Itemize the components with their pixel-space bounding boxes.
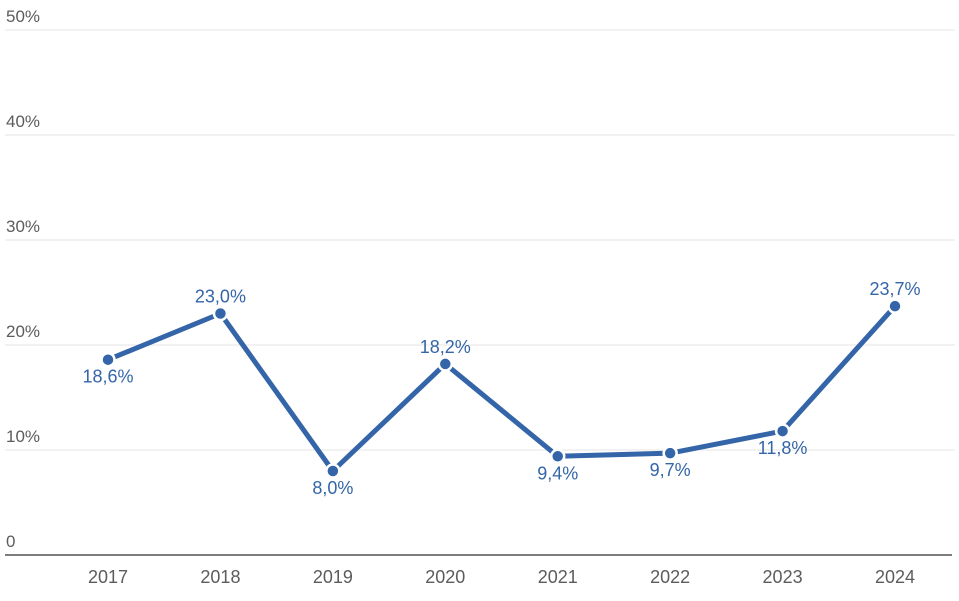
data-label: 8,0% <box>312 478 353 498</box>
x-axis-tick-label: 2024 <box>875 567 915 587</box>
y-axis-tick-label: 10% <box>6 427 40 446</box>
series-line <box>107 304 897 474</box>
x-axis-tick-label: 2023 <box>763 567 803 587</box>
data-point[interactable] <box>662 445 678 461</box>
data-point[interactable] <box>549 448 566 465</box>
y-axis-tick-label: 0 <box>6 532 15 551</box>
data-point[interactable] <box>212 305 229 322</box>
x-axis-tick-label: 2019 <box>313 567 353 587</box>
data-label: 11,8% <box>758 438 808 458</box>
data-point[interactable] <box>437 356 454 372</box>
y-axis-tick-label: 50% <box>6 7 40 26</box>
x-axis-tick-label: 2017 <box>88 567 128 587</box>
data-label: 18,2% <box>420 337 471 357</box>
x-axis-tick-label: 2020 <box>425 567 465 587</box>
y-axis-tick-label: 40% <box>6 112 40 131</box>
data-label: 18,6% <box>82 367 133 387</box>
data-label: 9,4% <box>537 463 578 483</box>
data-label: 23,0% <box>195 287 246 307</box>
x-axis-tick-label: 2022 <box>650 567 690 587</box>
data-point[interactable] <box>325 463 341 479</box>
data-point[interactable] <box>887 298 903 314</box>
data-label: 23,7% <box>869 279 920 299</box>
y-axis-tick-label: 20% <box>6 322 40 341</box>
data-point[interactable] <box>100 351 116 368</box>
x-axis-tick-label: 2021 <box>538 567 578 587</box>
y-axis-tick-label: 30% <box>6 217 40 236</box>
data-label: 9,7% <box>650 460 691 480</box>
x-axis-tick-label: 2018 <box>200 567 240 587</box>
data-point[interactable] <box>774 423 791 439</box>
